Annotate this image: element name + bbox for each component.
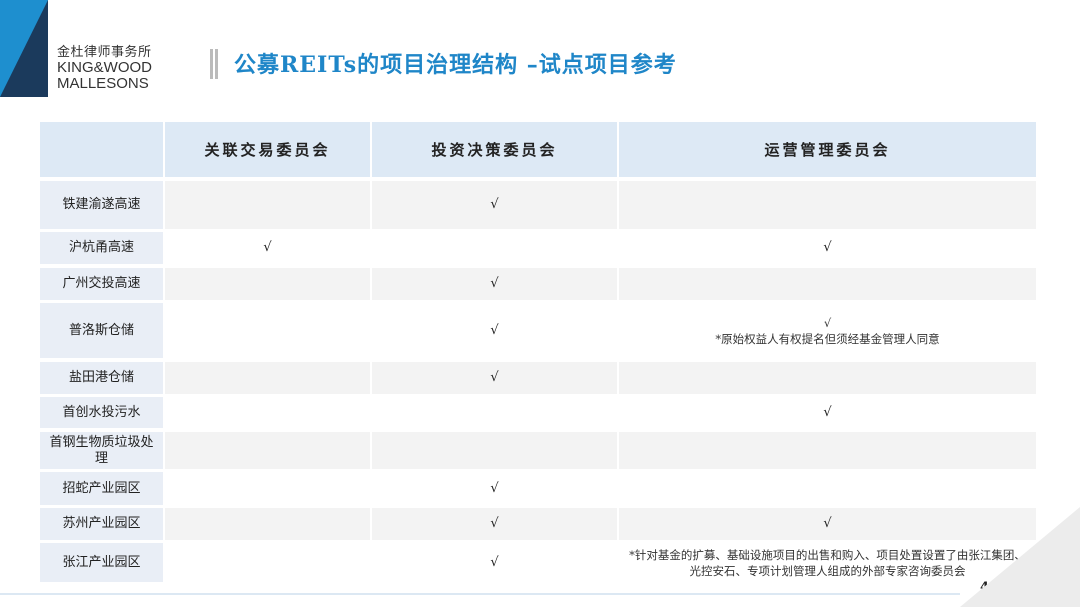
logo-en-1: KING&WOOD (57, 59, 153, 76)
row-label: 张江产业园区 (40, 543, 163, 582)
table-cell: √ (372, 472, 617, 505)
table-cell (619, 432, 1036, 469)
column-header: 关联交易委员会 (165, 122, 370, 177)
check-mark: √ (490, 370, 499, 385)
table-cell: √ (372, 181, 617, 229)
check-mark: √ (490, 516, 499, 531)
row-label: 沪杭甬高速 (40, 232, 163, 264)
column-header: 运营管理委员会 (619, 122, 1036, 177)
corner-decoration (960, 507, 1080, 607)
table-cell: √ (372, 543, 617, 582)
table-cell: √ *原始权益人有权提名但须经基金管理人同意 (619, 303, 1036, 358)
table-cell: √ (619, 397, 1036, 428)
table-cell (165, 268, 370, 300)
column-header (40, 122, 163, 177)
row-label: 招蛇产业园区 (40, 472, 163, 505)
logo-en-2: MALLESONS (57, 75, 149, 92)
table-cell: √ (372, 268, 617, 300)
table-cell (165, 508, 370, 540)
table-cell (619, 472, 1036, 505)
table-cell: √ (619, 232, 1036, 264)
check-mark: √ (823, 404, 832, 420)
table-cell (165, 362, 370, 394)
table-cell (165, 303, 370, 358)
table-cell (619, 181, 1036, 229)
cell-note: *原始权益人有权提名但须经基金管理人同意 (715, 331, 940, 346)
page-title: 公募REITs的项目治理结构 –试点项目参考 (234, 52, 677, 78)
cell-note: *针对基金的扩募、基础设施项目的出售和购入、项目处置设置了由张江集团、光控安石、… (629, 547, 1026, 578)
row-label: 铁建渝遂高速 (40, 181, 163, 229)
row-label: 苏州产业园区 (40, 508, 163, 540)
row-label: 盐田港仓储 (40, 362, 163, 394)
footer-divider (0, 593, 960, 595)
table-cell (372, 397, 617, 428)
logo-triangle (0, 0, 48, 97)
table-cell (619, 362, 1036, 394)
check-mark: √ (490, 554, 499, 570)
check-mark: √ (823, 240, 832, 255)
table-cell (165, 472, 370, 505)
logo: 金杜律师事务所 KING&WOOD MALLESONS (57, 44, 152, 92)
table-cell: √ (372, 362, 617, 394)
check-mark: √ (490, 480, 499, 496)
check-mark: √ (490, 276, 499, 291)
check-mark: √ (490, 197, 499, 212)
table-cell: √ (372, 303, 617, 358)
title-bar-decoration (210, 49, 218, 79)
table-cell: √ (372, 508, 617, 540)
row-label: 广州交投高速 (40, 268, 163, 300)
check-mark: √ (263, 240, 272, 255)
row-label: 首钢生物质垃圾处理 (40, 432, 163, 469)
table-cell (165, 432, 370, 469)
table-cell (372, 432, 617, 469)
check-mark: √ (823, 516, 832, 531)
table-cell (165, 543, 370, 582)
check-mark: √ (490, 322, 499, 338)
logo-cn: 金杜律师事务所 (57, 44, 152, 59)
table-cell: √ (165, 232, 370, 264)
row-label: 首创水投污水 (40, 397, 163, 428)
check-mark: √ (823, 315, 832, 330)
table-cell (165, 397, 370, 428)
table-cell (165, 181, 370, 229)
table-cell (619, 268, 1036, 300)
column-header: 投资决策委员会 (372, 122, 617, 177)
row-label: 普洛斯仓储 (40, 303, 163, 358)
table-cell (372, 232, 617, 264)
